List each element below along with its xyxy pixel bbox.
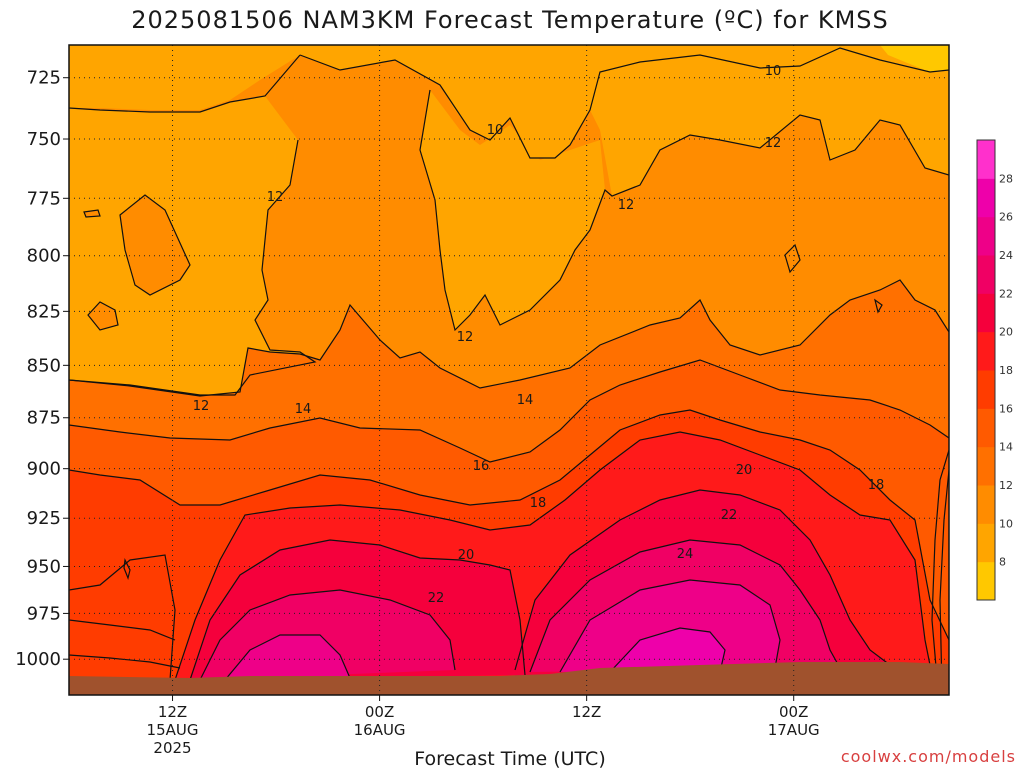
y-tick-label: 975 bbox=[27, 603, 61, 624]
x-tick-label: 00Z bbox=[365, 703, 394, 721]
chart-title: 2025081506 NAM3KM Forecast Temperature (… bbox=[131, 6, 889, 34]
x-tick-label: 00Z bbox=[779, 703, 808, 721]
y-tick-label: 850 bbox=[27, 355, 61, 376]
y-axis: 725 750 775 800 825 850 875 900 925 950 975 1000 bbox=[15, 68, 69, 670]
contour-label: 14 bbox=[517, 393, 534, 408]
colorbar-label: 28 bbox=[999, 172, 1013, 185]
contour-label: 10 bbox=[487, 123, 504, 138]
contour-label: 22 bbox=[721, 508, 738, 523]
colorbar-label: 12 bbox=[999, 479, 1013, 492]
colorbar-swatch bbox=[977, 255, 995, 294]
colorbar-swatch bbox=[977, 293, 995, 333]
x-tick-date: 16AUG bbox=[354, 721, 406, 739]
y-tick-label: 725 bbox=[27, 68, 61, 89]
colorbar-swatch bbox=[977, 140, 995, 179]
contour-label: 12 bbox=[193, 399, 210, 414]
contour-lines bbox=[69, 47, 949, 691]
terrain bbox=[69, 662, 949, 695]
contour-label: 14 bbox=[295, 402, 312, 417]
y-tick-label: 950 bbox=[27, 556, 61, 577]
colorbar-swatch bbox=[977, 216, 995, 256]
colorbar-swatch bbox=[977, 446, 995, 486]
band-26-28-b bbox=[560, 580, 780, 672]
x-tick-date: 17AUG bbox=[768, 721, 820, 739]
y-tick-label: 800 bbox=[27, 246, 61, 267]
contour-labels: 10 10 12 12 12 12 12 14 14 16 18 18 20 20 22 22 24 bbox=[193, 64, 885, 606]
colorbar-swatch bbox=[977, 561, 995, 601]
colorbar-label: 22 bbox=[999, 287, 1013, 300]
y-tick-label: 750 bbox=[27, 129, 61, 150]
contour-label: 12 bbox=[765, 136, 782, 151]
y-tick-label: 825 bbox=[27, 301, 61, 322]
colorbar-frame bbox=[976, 139, 996, 601]
band-8-10 bbox=[880, 45, 949, 72]
colorbar-label: 8 bbox=[999, 556, 1006, 569]
y-tick-label: 1000 bbox=[15, 649, 61, 670]
y-tick-label: 900 bbox=[27, 459, 61, 480]
band-26-28 bbox=[225, 635, 350, 680]
x-axis-title: Forecast Time (UTC) bbox=[414, 748, 605, 768]
colorbar-swatch bbox=[977, 523, 995, 563]
contour-label: 12 bbox=[267, 190, 284, 205]
colorbar: 8 10 12 14 16 18 20 22 24 26 28 bbox=[976, 139, 1013, 601]
band-10-12 bbox=[69, 45, 949, 196]
x-tick-date: 15AUG bbox=[147, 721, 199, 739]
contour-label: 20 bbox=[458, 548, 475, 563]
colorbar-label: 16 bbox=[999, 402, 1013, 415]
y-tick-label: 775 bbox=[27, 188, 61, 209]
colorbar-swatch bbox=[977, 485, 995, 524]
x-tick-label: 12Z bbox=[572, 703, 601, 721]
contour-label: 22 bbox=[428, 591, 445, 606]
island-12-14-b bbox=[88, 302, 118, 330]
colorbar-swatch bbox=[977, 408, 995, 448]
contour-label: 16 bbox=[473, 459, 490, 474]
x-tick-label: 12Z bbox=[158, 703, 187, 721]
colorbar-label: 20 bbox=[999, 326, 1013, 339]
colorbar-label: 18 bbox=[999, 364, 1013, 377]
colorbar-swatch bbox=[977, 331, 995, 371]
temperature-field bbox=[69, 45, 949, 695]
contour-label: 18 bbox=[868, 478, 885, 493]
colorbar-label: 26 bbox=[999, 211, 1013, 224]
contour-label: 24 bbox=[677, 547, 694, 562]
band-10-12-mid bbox=[420, 90, 605, 330]
contour-label: 12 bbox=[457, 330, 474, 345]
x-tick-year: 2025 bbox=[153, 739, 191, 757]
band-10-12-left bbox=[69, 96, 315, 395]
contour-label: 12 bbox=[618, 198, 635, 213]
contour-label: 20 bbox=[736, 463, 753, 478]
gridlines bbox=[69, 45, 949, 695]
y-tick-label: 925 bbox=[27, 508, 61, 529]
credit-text: coolwx.com/models bbox=[841, 747, 1016, 766]
band-28-plus bbox=[610, 628, 725, 672]
colorbar-swatch bbox=[977, 370, 995, 409]
contour-label: 10 bbox=[765, 64, 782, 79]
colorbar-label: 24 bbox=[999, 249, 1013, 262]
y-tick-label: 875 bbox=[27, 408, 61, 429]
colorbar-swatch bbox=[977, 178, 995, 218]
plot-frame bbox=[68, 44, 950, 696]
contour-label: 18 bbox=[530, 496, 547, 511]
colorbar-label: 14 bbox=[999, 441, 1013, 454]
colorbar-label: 10 bbox=[999, 517, 1013, 530]
